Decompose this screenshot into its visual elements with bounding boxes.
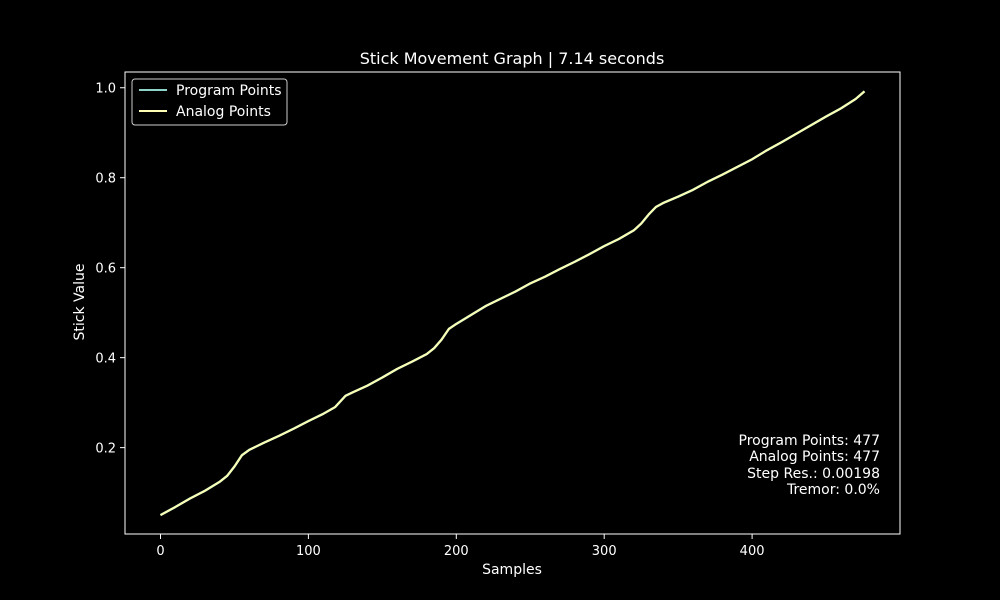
stats-annotation: Program Points: 477 Analog Points: 477 S… (739, 433, 880, 498)
legend-frame (131, 78, 288, 126)
x-tick-label: 200 (444, 544, 469, 559)
y-tick-label: 0.2 (95, 442, 116, 457)
plot-frame (124, 71, 901, 535)
y-axis-label: Stick Value (72, 264, 88, 341)
legend: Program Points Analog Points (131, 78, 288, 126)
x-axis-label: Samples (482, 562, 542, 578)
x-tick-label: 0 (156, 544, 164, 559)
stat-tremor: Tremor: 0.0% (786, 482, 880, 498)
y-tick-label: 0.4 (95, 352, 116, 367)
series-line-analog-points (160, 90, 866, 516)
stat-analog-points: Analog Points: 477 (749, 449, 880, 465)
stat-step-resolution: Step Res.: 0.00198 (747, 466, 880, 482)
stat-program-points: Program Points: 477 (739, 433, 880, 449)
y-tick-label: 0.6 (95, 262, 116, 277)
series-layer (159, 90, 866, 517)
axes-layer: 0 100 200 300 400 0.2 0.4 0.6 0.8 1.0 (95, 71, 901, 559)
x-tick-label: 100 (296, 544, 321, 559)
y-tick-label: 1.0 (95, 82, 116, 97)
y-tick-label: 0.8 (95, 172, 116, 187)
legend-label-program-points: Program Points (176, 83, 282, 99)
x-tick-label: 300 (592, 544, 617, 559)
legend-label-analog-points: Analog Points (176, 104, 271, 120)
x-tick-label: 400 (740, 544, 765, 559)
chart-title: Stick Movement Graph | 7.14 seconds (360, 49, 665, 68)
